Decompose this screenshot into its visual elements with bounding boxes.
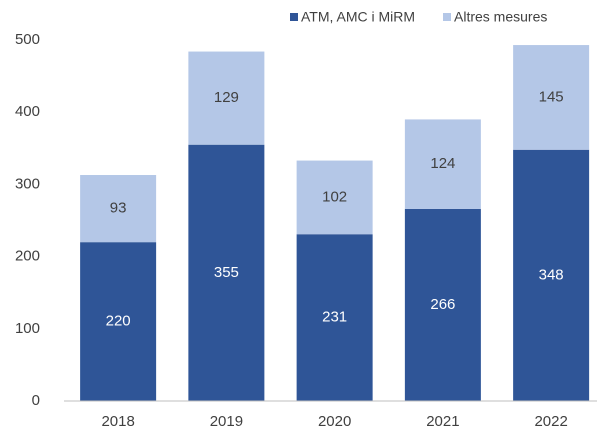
data-label: 220 <box>106 313 131 330</box>
legend-swatch <box>443 13 451 21</box>
bar-segment <box>80 175 157 243</box>
x-tick-label: 2019 <box>210 413 243 430</box>
data-label: 124 <box>430 155 455 172</box>
bar-segment <box>188 51 265 145</box>
y-tick-label: 200 <box>15 248 40 265</box>
x-tick-label: 2022 <box>534 413 567 430</box>
data-label: 129 <box>214 89 239 106</box>
data-label: 145 <box>539 88 564 105</box>
y-tick-label: 300 <box>15 175 40 192</box>
data-label: 355 <box>214 264 239 281</box>
y-tick-label: 100 <box>15 320 40 337</box>
bar-segment <box>296 234 373 401</box>
bar-segment <box>296 160 373 235</box>
x-tick-label: 2021 <box>426 413 459 430</box>
y-tick-label: 500 <box>15 31 40 48</box>
legend-label: ATM, AMC i MiRM <box>301 9 415 25</box>
bar-segment <box>404 119 481 209</box>
legend-label: Altres mesures <box>454 9 547 25</box>
data-label: 348 <box>539 266 564 283</box>
x-tick-label: 2020 <box>318 413 351 430</box>
bar-segment <box>188 144 265 401</box>
data-label: 102 <box>322 188 347 205</box>
x-tick-label: 2018 <box>101 413 134 430</box>
bar-segment <box>513 45 590 150</box>
bar-segment <box>80 242 157 401</box>
legend-swatch <box>290 13 298 21</box>
bar-segment <box>513 149 590 401</box>
y-tick-label: 400 <box>15 103 40 120</box>
bar-segment <box>404 208 481 401</box>
data-label: 93 <box>110 200 127 217</box>
y-tick-label: 0 <box>32 392 40 409</box>
data-label: 266 <box>430 296 455 313</box>
data-label: 231 <box>322 309 347 326</box>
